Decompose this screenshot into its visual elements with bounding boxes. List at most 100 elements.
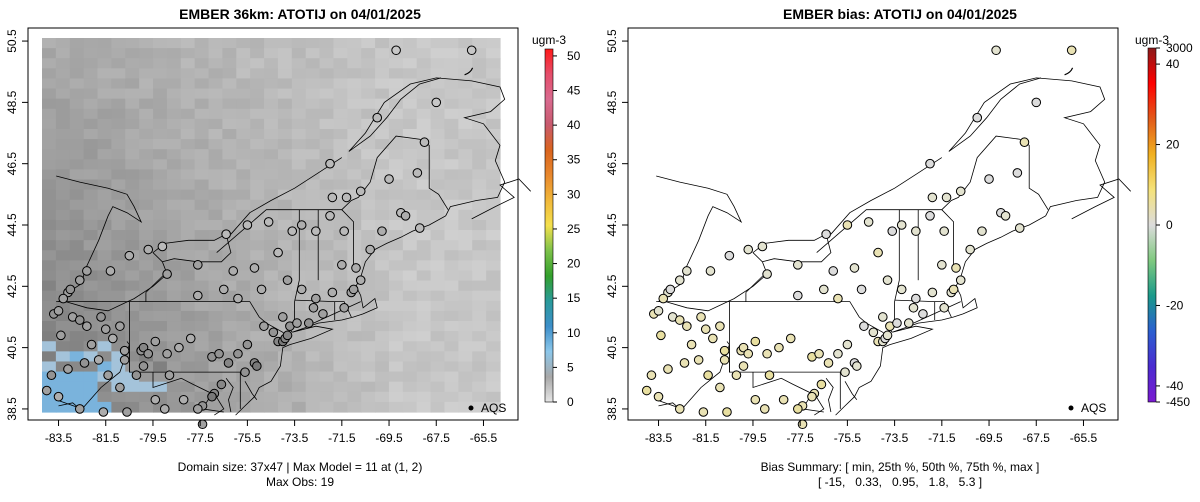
- grid-cell: [111, 98, 126, 110]
- grid-cell: [180, 179, 196, 191]
- grid-cell: [347, 331, 362, 342]
- grid-cell: [486, 88, 501, 100]
- grid-cell: [472, 290, 487, 302]
- grid-cell: [208, 381, 224, 393]
- grid-cell: [222, 310, 237, 322]
- grid-cell: [97, 209, 112, 221]
- grid-cell: [166, 199, 182, 211]
- grid-cell: [166, 300, 182, 312]
- grid-cell: [250, 391, 265, 403]
- grid-cell: [277, 300, 293, 312]
- grid-cell: [333, 310, 348, 322]
- aqs-site-marker: [56, 330, 66, 341]
- aqs-site-marker: [53, 306, 64, 316]
- grid-cell: [458, 260, 473, 272]
- colorbar-tick-label: 20: [567, 257, 581, 271]
- legend-marker: [1068, 405, 1074, 411]
- grid-cell: [208, 321, 224, 332]
- grid-cell: [416, 38, 432, 49]
- grid-cell: [361, 341, 376, 352]
- grid-cell: [153, 179, 168, 191]
- grid-cell: [430, 361, 446, 373]
- grid-cell: [55, 310, 71, 322]
- grid-cell: [486, 68, 501, 80]
- grid-cell: [277, 209, 293, 221]
- grid-cell: [416, 280, 432, 292]
- grid-cell: [125, 260, 140, 272]
- grid-cell: [430, 250, 446, 261]
- grid-cell: [153, 149, 168, 160]
- aqs-site-marker: [311, 226, 321, 236]
- bias-site-marker: [925, 211, 935, 221]
- grid-cell: [111, 199, 126, 211]
- grid-cell: [194, 169, 210, 181]
- grid-cell: [166, 270, 182, 282]
- grid-cell: [42, 280, 57, 292]
- grid-cell: [486, 321, 501, 332]
- grid-cell: [388, 351, 404, 363]
- grid-cell: [333, 159, 348, 171]
- grid-cell: [55, 128, 71, 140]
- grid-cell: [333, 108, 348, 120]
- grid-cell: [264, 199, 279, 211]
- grid-cell: [402, 118, 418, 130]
- grid-cell: [444, 361, 459, 373]
- bias-site-marker: [1000, 211, 1011, 221]
- bias-site-marker: [984, 174, 994, 184]
- grid-cell: [416, 88, 432, 100]
- grid-cell: [333, 38, 348, 49]
- grid-cell: [486, 219, 501, 231]
- grid-cell: [291, 371, 307, 383]
- grid-cell: [430, 341, 446, 352]
- grid-cell: [111, 169, 126, 181]
- grid-cell: [291, 300, 307, 312]
- grid-cell: [222, 300, 237, 312]
- legend-label: AQS: [481, 401, 506, 415]
- grid-cell: [139, 280, 154, 292]
- bias-site-marker: [823, 358, 834, 368]
- grid-cell: [42, 250, 57, 261]
- bias-summary-values: [ -15, 0.33, 0.95, 1.8, 5.3 ]: [817, 475, 983, 489]
- grid-cell: [486, 149, 501, 160]
- bias-site-marker: [774, 342, 784, 353]
- grid-cell: [416, 371, 432, 383]
- grid-cell: [222, 98, 237, 110]
- grid-cell: [264, 240, 279, 251]
- grid-cell: [55, 219, 71, 231]
- bias-site-marker: [743, 244, 754, 255]
- grid-cell: [430, 280, 446, 292]
- grid-cell: [486, 139, 501, 150]
- bias-site-marker: [731, 370, 742, 381]
- aqs-site-marker: [384, 174, 394, 184]
- grid-cell: [388, 391, 404, 403]
- aqs-site-marker: [365, 244, 375, 255]
- grid-cell: [444, 219, 459, 231]
- grid-cell: [42, 391, 57, 403]
- grid-cell: [416, 351, 432, 363]
- grid-cell: [305, 88, 321, 100]
- grid-cell: [347, 391, 362, 403]
- grid-cell: [194, 219, 210, 231]
- grid-cell: [333, 209, 348, 221]
- bias-site-marker: [828, 266, 839, 276]
- grid-cell: [236, 300, 251, 312]
- grid-cell: [277, 401, 293, 413]
- grid-cell: [347, 98, 362, 110]
- grid-cell: [236, 290, 251, 302]
- grid-cell: [375, 351, 390, 363]
- grid-cell: [180, 98, 196, 110]
- grid-cell: [458, 88, 473, 100]
- x-tick-label: -77.5: [786, 431, 814, 445]
- grid-cell: [375, 270, 390, 282]
- x-tick-label: -75.5: [234, 431, 262, 445]
- grid-cell: [486, 98, 501, 110]
- grid-cell: [416, 128, 432, 140]
- grid-cell: [125, 240, 140, 251]
- grid-cell: [264, 361, 279, 373]
- grid-cell: [416, 68, 432, 80]
- grid-cell: [305, 58, 321, 69]
- grid-cell: [333, 341, 348, 352]
- grid-cell: [222, 280, 237, 292]
- grid-cell: [416, 98, 432, 110]
- grid-cell: [375, 341, 390, 352]
